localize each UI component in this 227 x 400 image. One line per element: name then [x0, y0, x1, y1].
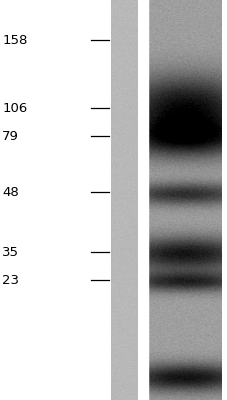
Text: 23: 23	[2, 274, 19, 286]
Text: 158: 158	[2, 34, 27, 46]
Text: 79: 79	[2, 130, 19, 142]
Text: 35: 35	[2, 246, 19, 258]
Text: 106: 106	[2, 102, 27, 114]
Text: 48: 48	[2, 186, 19, 198]
